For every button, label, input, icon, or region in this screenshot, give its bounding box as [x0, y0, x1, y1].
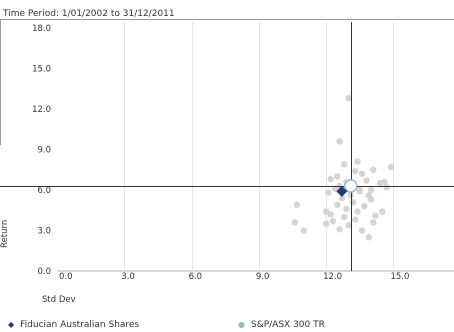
- x-tick-label: 0.0: [59, 272, 73, 282]
- peer-point: [347, 192, 355, 199]
- peer-point: [338, 194, 346, 202]
- peer-point: [352, 167, 359, 175]
- peer-point: [334, 173, 341, 180]
- peer-point: [293, 201, 301, 209]
- y-tick-label: 9.0: [37, 146, 51, 156]
- peer-point: [383, 184, 390, 191]
- peer-point: [365, 234, 372, 241]
- y-tick-label: 3.0: [37, 227, 51, 237]
- peer-point: [327, 211, 334, 218]
- y-tick-label: 12.0: [32, 105, 51, 115]
- legend-item-asx300: ● S&P/ASX 300 TR: [238, 320, 325, 330]
- peer-point: [361, 203, 368, 210]
- x-tick-label: 6.0: [189, 272, 203, 282]
- peer-point: [336, 225, 343, 233]
- x-tick-label: 9.0: [256, 272, 270, 282]
- peer-point: [381, 178, 388, 186]
- legend-label-asx300: S&P/ASX 300 TR: [250, 320, 325, 330]
- peer-point: [367, 186, 375, 194]
- peer-point: [325, 189, 332, 196]
- peer-point: [345, 95, 352, 102]
- peer-point: [340, 161, 348, 168]
- peer-point: [345, 221, 352, 229]
- y-axis-label: Return: [0, 219, 10, 248]
- peer-point: [322, 220, 330, 227]
- x-axis-label: Std Dev: [42, 295, 76, 305]
- peer-point: [363, 177, 370, 184]
- peer-point: [358, 170, 366, 177]
- peer-point: [370, 219, 377, 226]
- peer-point: [340, 213, 348, 221]
- peer-point: [356, 188, 363, 195]
- peer-point: [354, 208, 361, 215]
- y-tick-label: 6.0: [37, 186, 51, 196]
- legend-item-fiducian: ◆ Fiducian Australian Shares: [8, 320, 139, 330]
- legend-label-fiducian: Fiducian Australian Shares: [20, 320, 140, 330]
- peer-point: [329, 217, 337, 225]
- x-tick-label: 15.0: [390, 272, 409, 282]
- peer-point: [327, 176, 334, 183]
- peer-point: [343, 205, 350, 213]
- peer-point: [367, 196, 375, 203]
- time-period-label: Time Period: 1/01/2002 to 31/12/2011: [3, 9, 175, 19]
- y-tick-label: 15.0: [32, 65, 51, 75]
- x-tick-label: 12.0: [323, 272, 342, 282]
- peer-point: [370, 166, 377, 173]
- peer-point: [358, 227, 366, 234]
- peer-point: [349, 198, 357, 206]
- diamond-marker-icon: ◆: [8, 320, 15, 329]
- peer-point: [354, 158, 361, 165]
- peer-point: [379, 208, 386, 215]
- peer-point: [352, 216, 359, 223]
- peer-point: [291, 219, 298, 226]
- x-tick-label: 3.0: [121, 272, 135, 282]
- peer-point: [336, 138, 343, 145]
- y-tick-label: 18.0: [32, 24, 51, 34]
- benchmark-point: [344, 179, 358, 193]
- fund-point: [336, 185, 348, 197]
- peer-point: [334, 201, 341, 209]
- peer-point: [300, 227, 307, 234]
- y-tick-label: 0.0: [37, 267, 51, 277]
- peer-point: [387, 163, 395, 171]
- peer-point: [372, 212, 379, 219]
- circle-marker-icon: ●: [238, 320, 245, 329]
